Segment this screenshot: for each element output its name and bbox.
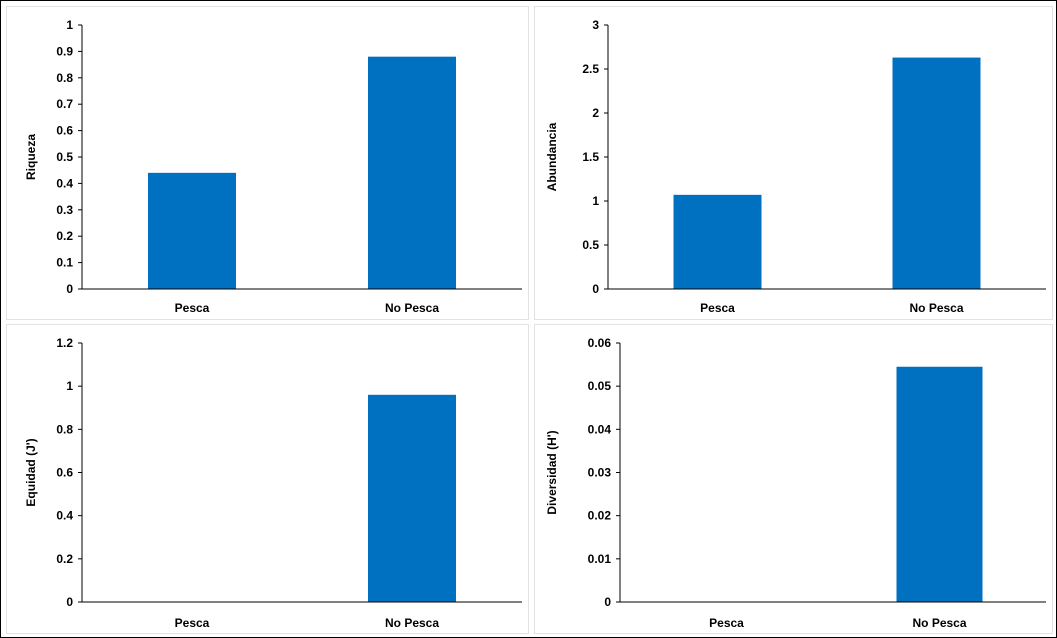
y-tick-label: 0.06 [588, 336, 612, 350]
y-tick-label: 0 [592, 282, 599, 296]
chart-svg-equidad: Pesca No Pesca 0 0.2 0.4 0.6 0.8 1 1.2 Equidad (J… [24, 336, 522, 630]
bar-pesca [148, 172, 236, 289]
y-tick-label: 0.4 [56, 509, 73, 523]
chart-panel-abundancia: Pesca No Pesca 0 0.5 1 1.5 2 2.5 3 Abundancia [534, 6, 1053, 320]
bar-no-pesca [892, 57, 981, 290]
y-tick-label: 0.8 [56, 422, 73, 436]
y-tick-label: 0.5 [56, 150, 73, 164]
y-tick-label: 0.01 [588, 552, 612, 566]
y-tick-label: 1.2 [56, 336, 73, 350]
y-axis-title: Riqueza [24, 134, 38, 180]
chart-svg-diversidad: Pesca No Pesca 0 0.01 0.02 0.03 0.04 0.05 0.06 Di… [545, 336, 1046, 630]
y-tick-label: 0.1 [56, 256, 73, 270]
chart-panel-diversidad: Pesca No Pesca 0 0.01 0.02 0.03 0.04 0.05 0.06 Di… [534, 324, 1053, 634]
chart-panel-riqueza: Pesca No Pesca 0 0.1 0.2 0.3 0.4 0.5 0.6 0.7 0.8 0.… [6, 6, 529, 320]
y-tick-label: 2 [592, 106, 599, 120]
y-tick-label: 1 [66, 379, 73, 393]
y-tick-label: 3 [592, 18, 599, 32]
y-tick-label: 0.6 [56, 124, 73, 138]
y-tick-label: 0.2 [56, 552, 73, 566]
y-tick-label: 1 [66, 18, 73, 32]
category-label: Pesca [175, 616, 210, 630]
y-axis-title: Diversidad (H') [545, 430, 559, 514]
y-tick-label: 0 [66, 282, 73, 296]
category-label: Pesca [700, 301, 735, 315]
y-tick-label: 0.6 [56, 466, 73, 480]
y-axis-title: Abundancia [545, 122, 559, 191]
y-tick-label: 0.04 [588, 422, 612, 436]
bar-no-pesca [896, 366, 983, 602]
y-tick-label: 0.8 [56, 71, 73, 85]
y-tick-label: 0.02 [588, 509, 612, 523]
chart-svg-abundancia: Pesca No Pesca 0 0.5 1 1.5 2 2.5 3 Abundancia [545, 18, 1046, 315]
chart-svg-riqueza: Pesca No Pesca 0 0.1 0.2 0.3 0.4 0.5 0.6 0.7 0.8 0.… [24, 18, 522, 315]
y-tick-label: 0.03 [588, 466, 612, 480]
y-tick-label: 0.7 [56, 97, 73, 111]
y-tick-label: 0 [66, 595, 73, 609]
category-label: No Pesca [385, 301, 439, 315]
category-label: Pesca [175, 301, 210, 315]
bar-no-pesca [368, 56, 456, 290]
y-tick-label: 0.9 [56, 44, 73, 58]
y-tick-label: 1 [592, 194, 599, 208]
bar-no-pesca [368, 394, 456, 602]
y-tick-label: 0 [604, 595, 611, 609]
category-label: No Pesca [909, 301, 963, 315]
category-label: Pesca [709, 616, 744, 630]
y-tick-label: 0.2 [56, 229, 73, 243]
y-tick-label: 0.3 [56, 203, 73, 217]
bar-pesca [673, 194, 762, 289]
y-tick-label: 1.5 [582, 150, 599, 164]
y-tick-label: 0.4 [56, 176, 73, 190]
chart-panel-equidad: Pesca No Pesca 0 0.2 0.4 0.6 0.8 1 1.2 Equidad (J… [6, 324, 529, 634]
category-label: No Pesca [385, 616, 439, 630]
y-tick-label: 0.5 [582, 238, 599, 252]
category-label: No Pesca [912, 616, 966, 630]
y-tick-label: 2.5 [582, 62, 599, 76]
y-axis-title: Equidad (J') [24, 438, 38, 506]
y-tick-label: 0.05 [588, 379, 612, 393]
